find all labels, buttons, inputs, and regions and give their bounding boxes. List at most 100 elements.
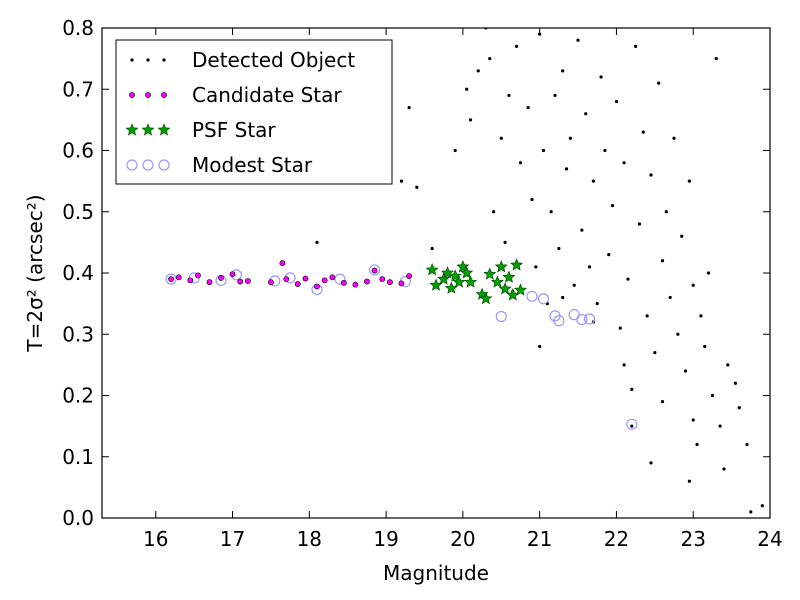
y-tick-label: 0.1 xyxy=(62,445,94,469)
data-point xyxy=(653,351,657,355)
data-point xyxy=(676,332,680,336)
data-point xyxy=(626,277,630,281)
data-point xyxy=(553,315,565,327)
data-point xyxy=(515,44,519,48)
legend-marker xyxy=(161,92,167,98)
legend-entry: Detected Object xyxy=(130,48,355,72)
data-point xyxy=(537,293,550,305)
data-point xyxy=(237,278,244,285)
data-point xyxy=(175,274,182,281)
data-point xyxy=(607,253,611,257)
data-point xyxy=(703,344,707,349)
data-point xyxy=(507,93,511,97)
series-detected-object xyxy=(315,28,764,514)
data-point xyxy=(491,210,496,214)
x-tick-label: 20 xyxy=(450,527,475,551)
data-point xyxy=(453,148,457,153)
x-axis-label: Magnitude xyxy=(383,561,489,585)
legend-label: Detected Object xyxy=(192,48,355,72)
data-point xyxy=(315,240,319,244)
data-point xyxy=(425,263,439,276)
data-point xyxy=(503,240,507,244)
legend-marker xyxy=(157,123,171,136)
series-candidate-star xyxy=(168,260,413,290)
y-tick-label: 0.7 xyxy=(62,77,94,101)
data-point xyxy=(714,57,718,61)
legend-marker xyxy=(142,159,154,171)
data-point xyxy=(657,81,661,85)
legend-entry: Candidate Star xyxy=(129,83,342,107)
data-point xyxy=(526,106,530,110)
data-point xyxy=(534,265,538,269)
data-point xyxy=(726,363,730,367)
data-point xyxy=(187,277,194,284)
data-point xyxy=(488,57,492,61)
data-point xyxy=(683,369,688,373)
data-point xyxy=(626,418,638,430)
data-point xyxy=(641,130,645,134)
data-point xyxy=(368,264,381,276)
data-point xyxy=(465,87,469,91)
data-point xyxy=(468,118,473,122)
data-point xyxy=(321,277,328,284)
data-point xyxy=(630,387,634,391)
x-tick-label: 23 xyxy=(680,527,705,551)
data-point xyxy=(649,173,653,177)
x-tick-label: 19 xyxy=(373,527,398,551)
legend-marker xyxy=(125,123,139,136)
data-point xyxy=(553,93,557,97)
data-point xyxy=(722,467,726,471)
data-point xyxy=(680,234,684,238)
x-tick-label: 21 xyxy=(527,527,552,551)
legend-label: Modest Star xyxy=(192,153,313,177)
data-point xyxy=(538,344,542,349)
data-point xyxy=(494,260,508,273)
data-point xyxy=(406,273,413,279)
data-point xyxy=(561,69,565,73)
data-point xyxy=(618,326,622,330)
data-point xyxy=(195,272,201,279)
series-psf-star xyxy=(425,258,527,305)
y-tick-label: 0.5 xyxy=(62,200,94,224)
legend-marker xyxy=(126,159,138,171)
data-point xyxy=(430,246,434,251)
data-point xyxy=(561,295,565,300)
data-point xyxy=(637,222,642,226)
y-axis-label: T=2σ² (arcsec²) xyxy=(23,194,47,352)
legend-marker xyxy=(162,58,166,62)
y-tick-label: 0.2 xyxy=(62,384,94,408)
data-point xyxy=(279,260,286,267)
data-point xyxy=(464,275,478,288)
data-point xyxy=(583,313,596,325)
data-point xyxy=(541,148,546,153)
data-point xyxy=(518,161,523,165)
data-point xyxy=(398,280,405,287)
data-point xyxy=(437,272,451,285)
data-point xyxy=(718,424,722,428)
data-point xyxy=(329,274,336,281)
x-tick-label: 16 xyxy=(143,527,168,551)
data-point xyxy=(460,266,474,279)
data-point xyxy=(526,290,538,302)
data-point xyxy=(379,276,386,283)
plot-marks xyxy=(165,28,764,514)
data-point xyxy=(340,279,347,286)
data-point xyxy=(572,283,576,287)
data-point xyxy=(557,246,561,251)
legend-marker xyxy=(158,159,170,171)
data-point xyxy=(168,276,175,283)
legend-label: Candidate Star xyxy=(192,83,342,107)
data-point xyxy=(387,279,393,286)
x-tick-label: 17 xyxy=(220,527,245,551)
data-point xyxy=(514,283,527,296)
data-point xyxy=(363,278,370,285)
data-point xyxy=(668,295,672,300)
data-point xyxy=(244,278,251,284)
x-tick-label: 22 xyxy=(604,527,629,551)
data-point xyxy=(591,179,596,183)
data-point xyxy=(498,282,512,295)
y-tick-label: 0.0 xyxy=(62,506,94,530)
data-point xyxy=(603,148,607,153)
data-point xyxy=(483,267,497,280)
